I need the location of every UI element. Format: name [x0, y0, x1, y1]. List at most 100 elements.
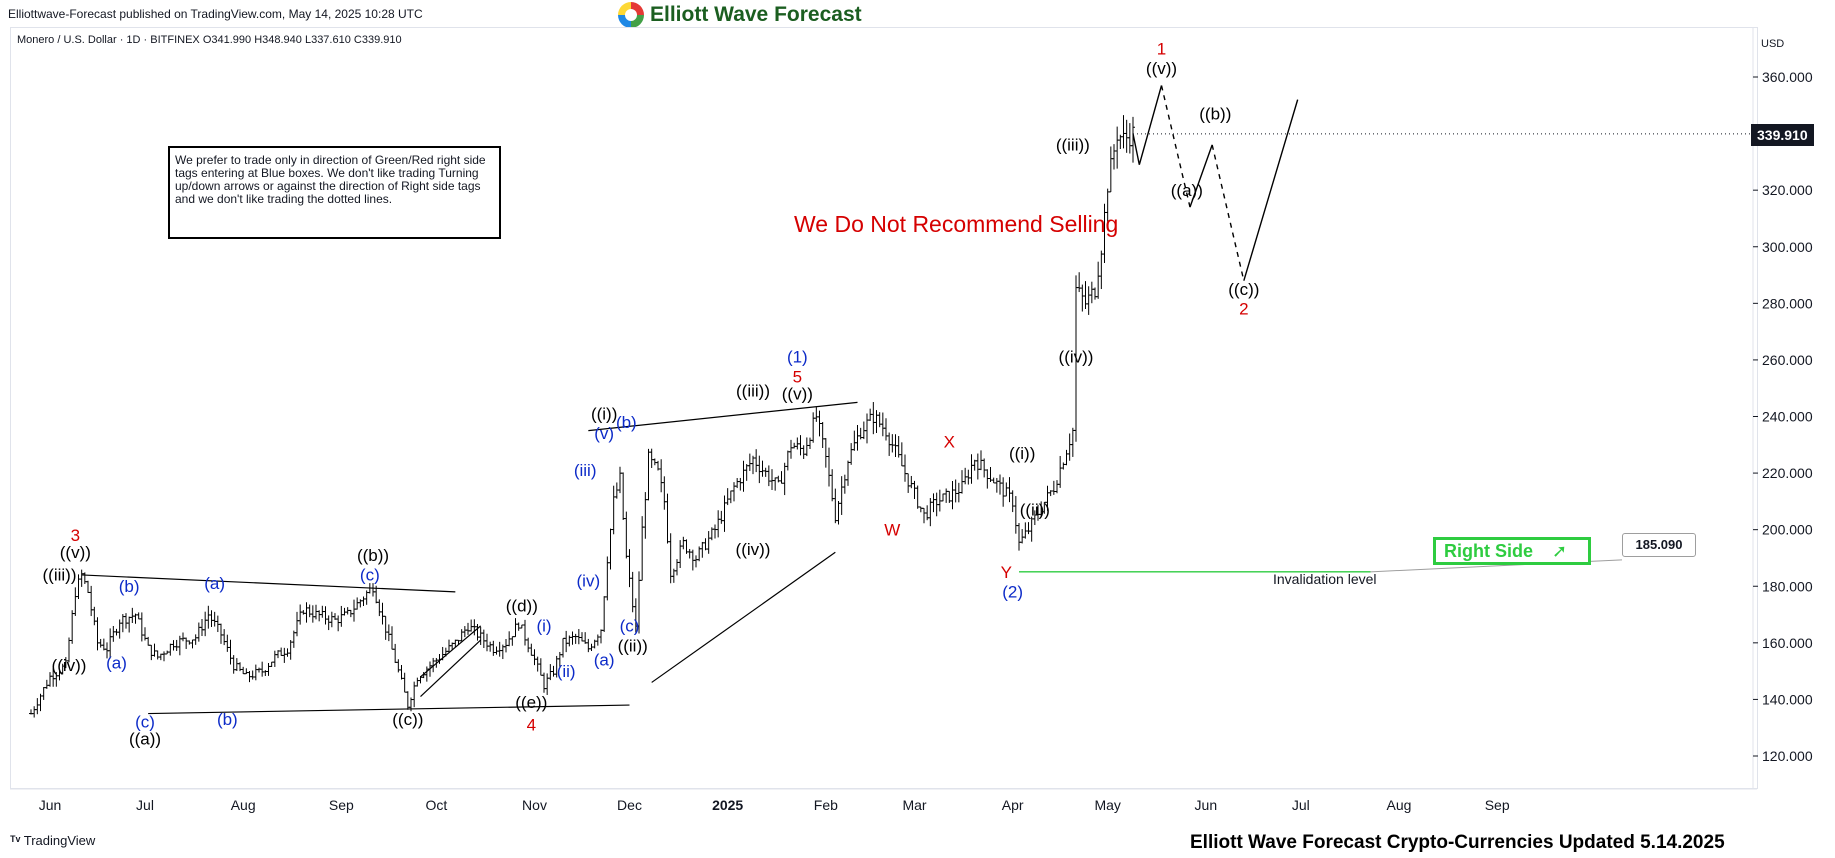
currency-label[interactable]: USD — [1761, 38, 1785, 50]
projection-dashed-line — [1160, 85, 1191, 208]
wave-label: ((iv)) — [1059, 348, 1094, 367]
symbol-ohlc-line: Monero / U.S. Dollar · 1D · BITFINEX O34… — [17, 34, 402, 46]
wave-label: ((iii)) — [1056, 136, 1090, 155]
brand-logo-icon — [618, 2, 644, 28]
wave-label: ((c)) — [1228, 280, 1259, 299]
wave-label: ((i)) — [591, 404, 617, 423]
wave-label: (b) — [119, 577, 140, 596]
last-price-tag: 339.910 — [1751, 124, 1814, 146]
wave-label: (c) — [620, 617, 640, 636]
projection-line — [1132, 133, 1141, 165]
publish-info: Elliottwave-Forecast published on Tradin… — [8, 7, 423, 21]
tradingview-logo-icon: ᵀᵛ — [10, 833, 21, 848]
wave-label: ((v)) — [60, 543, 91, 562]
wave-label: (a) — [106, 653, 127, 672]
wave-label: 5 — [793, 368, 802, 387]
trend-up-arrow-icon: ➚ — [1552, 541, 1568, 561]
brand-name: Elliott Wave Forecast — [650, 3, 862, 26]
wave-label: (a) — [594, 650, 615, 669]
y-tick-label: 200.000 — [1762, 522, 1813, 538]
x-tick-label: Jul — [1292, 797, 1310, 813]
wave-label: (iv) — [577, 571, 601, 590]
x-tick-label: May — [1094, 797, 1120, 813]
x-tick-label: Sep — [1485, 797, 1510, 813]
invalidation-label: Invalidation level — [1273, 571, 1377, 587]
x-tick-label: Jun — [39, 797, 62, 813]
footer-title: Elliott Wave Forecast Crypto-Currencies … — [1190, 832, 1725, 853]
wave-label: W — [884, 520, 900, 539]
recommendation-text: We Do Not Recommend Selling — [794, 211, 1119, 237]
wave-label: ((iii)) — [43, 566, 77, 585]
y-tick-label: 300.000 — [1762, 239, 1813, 255]
y-tick-label: 260.000 — [1762, 352, 1813, 368]
x-tick-label: Feb — [814, 797, 838, 813]
right-side-label: Right Side — [1444, 541, 1533, 561]
trendline — [651, 551, 836, 683]
wave-label: ((a)) — [129, 730, 161, 749]
y-tick-label: 320.000 — [1762, 182, 1813, 198]
x-tick-label: Dec — [617, 797, 642, 813]
wave-label: ((ii)) — [1020, 501, 1050, 520]
wave-label: ((c)) — [392, 710, 423, 729]
wave-label: (2) — [1002, 583, 1023, 602]
y-tick-label: 360.000 — [1762, 69, 1813, 85]
wave-label: 2 — [1239, 300, 1248, 319]
y-tick-label: 280.000 — [1762, 295, 1813, 311]
tradingview-label: TradingView — [23, 833, 96, 848]
trendline — [81, 574, 456, 593]
trendline — [420, 639, 482, 698]
y-tick-label: 140.000 — [1762, 691, 1813, 707]
wave-label: ((v)) — [1146, 59, 1177, 78]
wave-label: (ii) — [557, 662, 576, 681]
wave-label: ((ii)) — [618, 636, 648, 655]
y-tick-label: 120.000 — [1762, 748, 1813, 764]
wave-label: 1 — [1157, 39, 1166, 58]
x-tick-label: Sep — [329, 797, 354, 813]
wave-label: (c) — [360, 566, 380, 585]
x-tick-label: Aug — [1387, 797, 1412, 813]
wave-label: ((a)) — [1171, 181, 1203, 200]
wave-label: (b) — [616, 413, 637, 432]
wave-label: (iii) — [574, 461, 597, 480]
projection-line — [1138, 85, 1163, 165]
trendline — [588, 401, 858, 432]
right-side-tag: Right Side ➚ — [1433, 537, 1591, 565]
x-tick-label: Apr — [1002, 797, 1024, 813]
x-tick-label: Oct — [425, 797, 447, 813]
x-tick-label: Aug — [231, 797, 256, 813]
trendline — [148, 704, 630, 715]
projection-dashed-line — [1211, 144, 1245, 281]
wave-label: ((v)) — [782, 385, 813, 404]
wave-label: (i) — [536, 617, 551, 636]
wave-label: 3 — [71, 526, 80, 545]
wave-label: (c) — [135, 713, 155, 732]
brand-header: Elliott Wave Forecast — [618, 2, 862, 28]
tradingview-brand[interactable]: ᵀᵛ TradingView — [10, 833, 95, 848]
y-tick-label: 160.000 — [1762, 635, 1813, 651]
x-tick-label: Jul — [136, 797, 154, 813]
x-tick-label: Mar — [902, 797, 926, 813]
trading-note-box: We prefer to trade only in direction of … — [168, 146, 501, 239]
trendline — [420, 625, 482, 678]
wave-label: Y — [1001, 563, 1012, 582]
x-tick-label: Nov — [522, 797, 547, 813]
wave-label: 4 — [527, 716, 536, 735]
x-tick-label: 2025 — [712, 797, 743, 813]
y-tick-label: 220.000 — [1762, 465, 1813, 481]
y-tick-label: 240.000 — [1762, 409, 1813, 425]
wave-label: (a) — [204, 574, 225, 593]
wave-label: ((b)) — [1199, 104, 1231, 123]
y-tick-label: 180.000 — [1762, 578, 1813, 594]
wave-label: ((iii)) — [736, 382, 770, 401]
invalidation-price-tag: 185.090 — [1622, 533, 1696, 557]
wave-label: ((d)) — [506, 597, 538, 616]
projection-line — [1189, 144, 1213, 208]
wave-label: ((i)) — [1009, 444, 1035, 463]
x-tick-label: Jun — [1195, 797, 1218, 813]
wave-label: ((iv)) — [52, 656, 87, 675]
wave-label: (1) — [787, 348, 808, 367]
wave-label: X — [944, 433, 955, 452]
wave-label: ((b)) — [357, 546, 389, 565]
wave-label: (v) — [594, 424, 614, 443]
